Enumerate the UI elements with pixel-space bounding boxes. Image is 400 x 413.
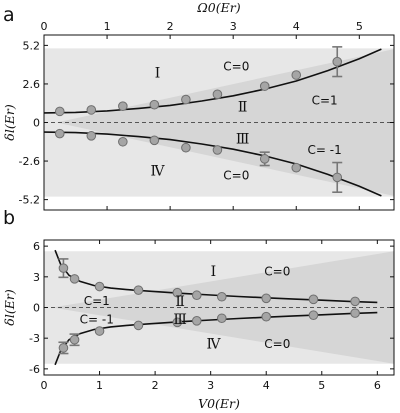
data-point	[291, 70, 302, 80]
chern-label: C=0	[223, 168, 249, 182]
data-point	[261, 311, 272, 322]
y-tick-label: -6	[29, 363, 40, 376]
x-tick-label: 6	[374, 379, 381, 392]
y-tick-label: 6	[33, 240, 40, 253]
y-tick-label: -2.6	[19, 155, 40, 168]
data-point	[308, 294, 319, 305]
y-tick-label: 0	[33, 117, 40, 130]
data-point	[259, 81, 270, 91]
x-tick-label: 5	[318, 379, 325, 392]
plot-area	[44, 249, 394, 366]
data-point	[86, 105, 97, 115]
plot-area	[44, 46, 394, 197]
x-tick-label: 1	[96, 379, 103, 392]
chern-label: C=1	[312, 93, 338, 107]
top-x-axis-label: Ω0(Er)	[196, 0, 240, 15]
data-point	[133, 285, 144, 295]
region-label: Ⅲ	[173, 312, 187, 328]
data-point	[172, 287, 183, 298]
data-point	[181, 94, 191, 105]
data-point	[308, 310, 319, 320]
data-point	[181, 142, 191, 153]
data-point	[86, 131, 97, 141]
x-tick-label: 4	[293, 20, 300, 33]
data-point	[332, 172, 343, 183]
x-tick-label: 4	[263, 379, 270, 392]
region-label: Ⅳ	[206, 336, 221, 352]
chern-label: C=0	[264, 337, 290, 351]
data-point	[216, 291, 227, 302]
data-point	[69, 334, 80, 345]
data-point	[94, 281, 105, 292]
x-tick-label: 0	[41, 379, 48, 392]
x-tick-label: 0	[41, 20, 48, 33]
y-tick-label: -5.2	[19, 194, 40, 207]
data-point	[332, 56, 343, 67]
chern-label: C= -1	[80, 312, 114, 326]
data-point	[261, 293, 272, 304]
gap-region	[52, 251, 394, 364]
y-tick-label: 3	[33, 271, 40, 284]
chern-label: C=0	[223, 59, 249, 73]
x-tick-label: 2	[167, 20, 174, 33]
data-point	[149, 99, 160, 110]
y-axis-label: δl(Er)	[2, 289, 17, 326]
panel-letter-a: a	[3, 4, 15, 26]
data-point	[291, 162, 302, 173]
data-point	[216, 313, 227, 324]
region-label: Ⅱ	[175, 294, 185, 310]
data-point	[191, 290, 202, 301]
data-point	[259, 154, 270, 164]
region-label: Ⅱ	[238, 100, 248, 116]
y-tick-label: 5.2	[23, 39, 41, 52]
data-point	[350, 296, 360, 307]
data-point	[118, 101, 128, 111]
chern-label: C=0	[264, 265, 290, 279]
y-tick-label: 2.6	[23, 78, 41, 91]
x-axis-label: V0(Er)	[198, 396, 240, 411]
y-axis-label: δl(Er)	[2, 104, 17, 141]
x-tick-label: 2	[152, 379, 159, 392]
panel-a-chart: Ⅰ C=0 Ⅱ C=1 Ⅲ C= -1 Ⅳ C=0 0 1 2 3 4 5 5.2 2.6 0 -2.6 -5.2 δ…	[2, 0, 395, 211]
chern-label: C= -1	[308, 143, 342, 157]
x-tick-label: 5	[356, 20, 363, 33]
y-tick-label: -3	[29, 332, 40, 345]
panel-b-chart: Ⅰ C=0 C=1 Ⅱ C= -1 Ⅲ Ⅳ C=0 0 1 2 3 4 5 6 6 3 0 -3 -6 δl(Er) V0…	[2, 239, 395, 411]
panel-letter-b: b	[3, 207, 15, 229]
region-label: Ⅰ	[155, 66, 161, 82]
x-tick-label: 1	[104, 20, 111, 33]
data-point	[54, 106, 65, 117]
data-point	[69, 274, 80, 284]
data-point	[94, 326, 105, 336]
data-point	[191, 315, 202, 326]
data-point	[58, 263, 69, 273]
data-point	[54, 128, 65, 139]
x-tick-label: 3	[207, 379, 214, 392]
data-point	[118, 136, 128, 147]
x-tick-label: 3	[230, 20, 237, 33]
data-point	[172, 317, 183, 328]
data-point	[149, 135, 160, 146]
y-tick-label: 0	[33, 302, 40, 315]
gap-region	[56, 49, 394, 196]
data-point	[212, 89, 223, 100]
data-point	[350, 308, 360, 318]
region-label: Ⅳ	[151, 163, 166, 179]
data-point	[58, 343, 69, 353]
region-label: Ⅲ	[236, 132, 250, 148]
data-point	[133, 320, 144, 331]
region-label: Ⅰ	[211, 264, 217, 280]
chern-label: C=1	[84, 294, 110, 308]
data-point	[212, 145, 223, 155]
